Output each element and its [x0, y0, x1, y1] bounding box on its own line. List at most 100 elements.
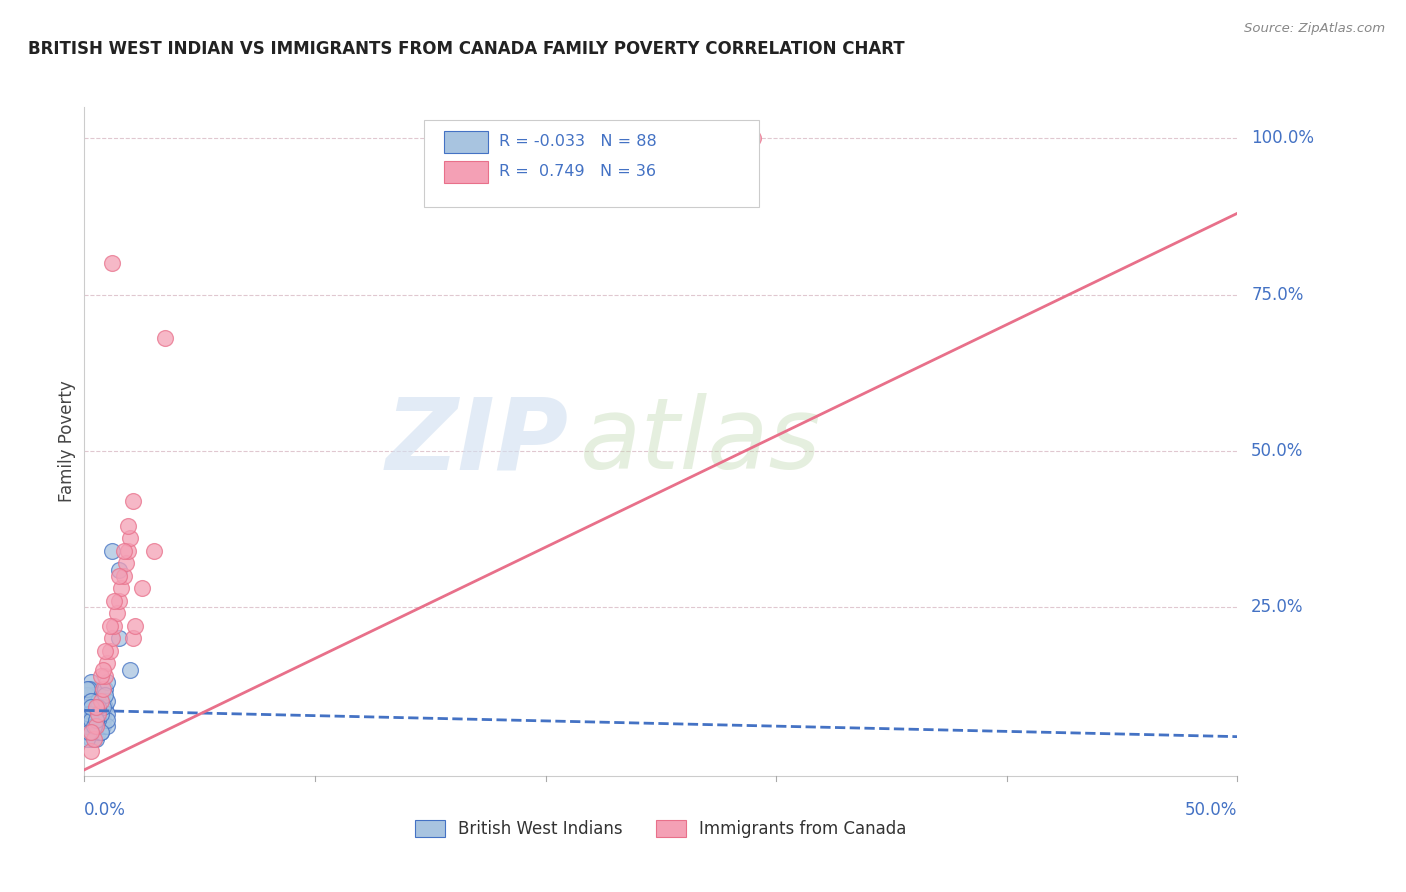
Point [84, 725, 107, 739]
Text: 50.0%: 50.0% [1185, 801, 1237, 819]
Point [80, 719, 103, 733]
Point [76, 719, 98, 733]
Point [87, 706, 110, 721]
Point [108, 632, 131, 646]
Text: R = -0.033   N = 88: R = -0.033 N = 88 [499, 135, 657, 149]
Text: 75.0%: 75.0% [1251, 285, 1303, 303]
Point [101, 256, 124, 270]
Point [91, 713, 114, 727]
Point [77, 725, 100, 739]
Text: 50.0%: 50.0% [1251, 442, 1303, 460]
Point [89, 725, 111, 739]
Point [110, 582, 132, 596]
Point [76, 681, 98, 696]
Point [83, 719, 105, 733]
Point [77, 681, 100, 696]
Point [84, 719, 107, 733]
Point [80, 713, 103, 727]
Point [96, 706, 118, 721]
Point [103, 594, 125, 608]
Point [115, 557, 138, 571]
Point [103, 619, 125, 633]
Point [83, 706, 105, 721]
Point [77, 725, 100, 739]
Point [80, 706, 103, 721]
Point [84, 713, 107, 727]
Point [120, 663, 142, 677]
Point [96, 713, 118, 727]
Point [101, 544, 124, 558]
Text: BRITISH WEST INDIAN VS IMMIGRANTS FROM CANADA FAMILY POVERTY CORRELATION CHART: BRITISH WEST INDIAN VS IMMIGRANTS FROM C… [28, 40, 904, 58]
Point [98, 644, 121, 658]
FancyBboxPatch shape [444, 161, 488, 183]
Point [80, 725, 103, 739]
Point [83, 700, 105, 714]
Point [142, 544, 165, 558]
Point [121, 632, 143, 646]
Point [76, 725, 98, 739]
Point [108, 563, 131, 577]
Point [76, 700, 98, 714]
Point [91, 694, 114, 708]
Point [76, 725, 98, 739]
Point [80, 731, 103, 746]
Point [84, 713, 107, 727]
Point [84, 706, 107, 721]
Legend: British West Indians, Immigrants from Canada: British West Indians, Immigrants from Ca… [408, 814, 914, 845]
Point [91, 706, 114, 721]
Point [76, 713, 98, 727]
Point [89, 700, 111, 714]
Point [94, 681, 117, 696]
Point [84, 694, 107, 708]
FancyBboxPatch shape [444, 131, 488, 153]
Text: 0.0%: 0.0% [84, 801, 127, 819]
Point [89, 694, 111, 708]
Point [108, 594, 131, 608]
Point [91, 681, 114, 696]
Y-axis label: Family Poverty: Family Poverty [58, 381, 76, 502]
Point [87, 688, 110, 702]
Text: 25.0%: 25.0% [1251, 599, 1303, 616]
Point [91, 719, 114, 733]
Point [80, 719, 103, 733]
Point [80, 744, 103, 758]
Point [83, 731, 105, 746]
Point [87, 713, 110, 727]
Point [87, 713, 110, 727]
Point [94, 644, 117, 658]
Point [87, 700, 110, 714]
Point [83, 719, 105, 733]
Point [76, 731, 98, 746]
Point [80, 700, 103, 714]
Point [77, 706, 100, 721]
Point [101, 632, 124, 646]
Point [80, 713, 103, 727]
Point [87, 694, 110, 708]
Point [84, 713, 107, 727]
Point [96, 657, 118, 671]
Point [83, 688, 105, 702]
Point [89, 669, 111, 683]
Point [83, 719, 105, 733]
Point [77, 700, 100, 714]
Point [117, 519, 139, 533]
Point [120, 532, 142, 546]
Point [80, 725, 103, 739]
Point [121, 494, 143, 508]
Point [80, 694, 103, 708]
Text: ZIP: ZIP [385, 393, 568, 490]
Point [77, 725, 100, 739]
Point [96, 719, 118, 733]
Point [83, 706, 105, 721]
Point [76, 688, 98, 702]
Point [83, 713, 105, 727]
Point [87, 700, 110, 714]
Point [96, 675, 118, 690]
Text: R =  0.749   N = 36: R = 0.749 N = 36 [499, 164, 657, 179]
Point [80, 675, 103, 690]
Point [77, 713, 100, 727]
Point [108, 569, 131, 583]
Point [80, 688, 103, 702]
Point [105, 607, 128, 621]
Point [83, 719, 105, 733]
